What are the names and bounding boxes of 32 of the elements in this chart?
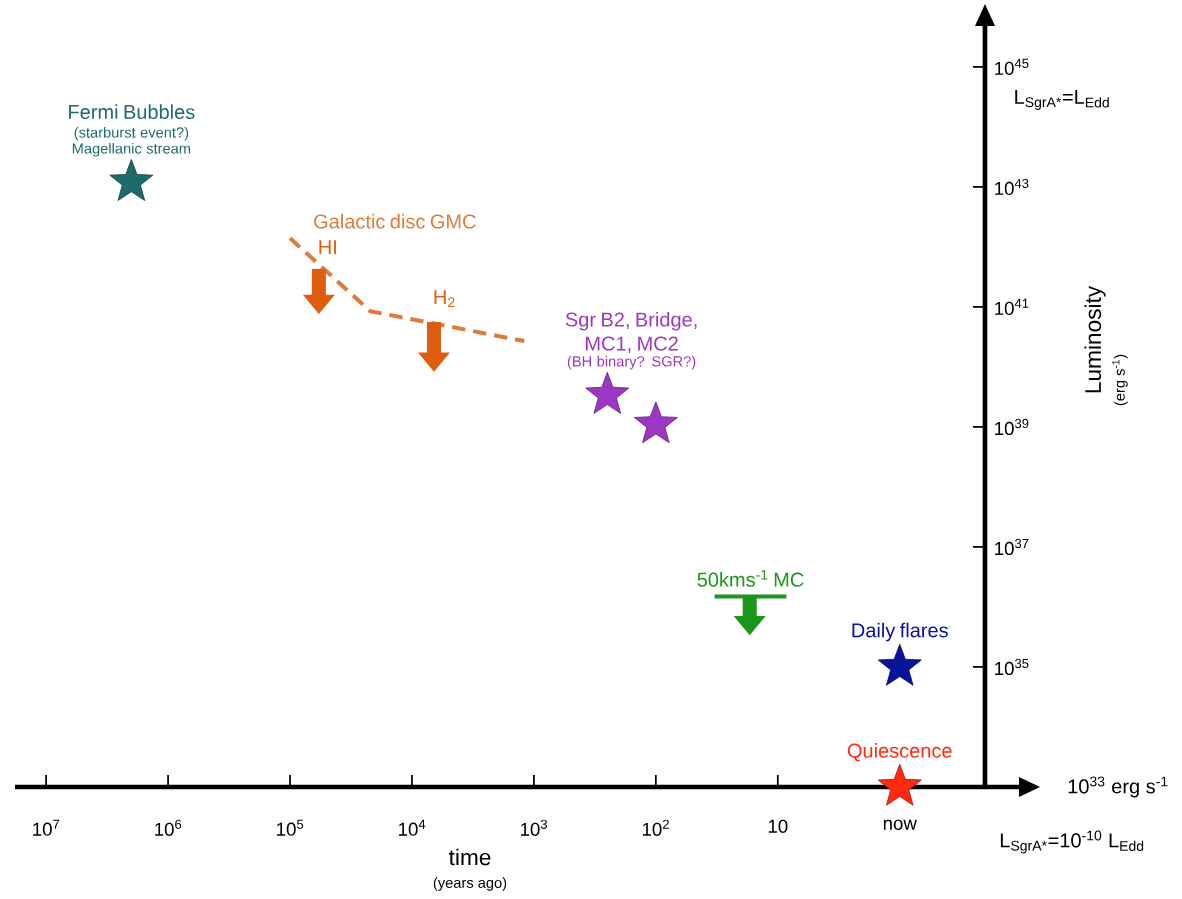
annotation: (BH binary? SGR?) — [567, 355, 696, 370]
text: L$_{SgrA*}$=10$^{-10}$ L$_{Edd}$ — [1000, 830, 1144, 854]
x-tick-label: 10$^{3}$ — [520, 819, 548, 836]
x-tick-label: 10$^{6}$ — [155, 819, 182, 836]
annotation: Magellanic stream — [72, 142, 191, 157]
series-label: Daily flares — [852, 622, 948, 642]
x-tick-label: 10$^{7}$ — [33, 819, 60, 836]
y-tick-label: 10$^{39}$ — [995, 418, 1029, 436]
annotation: HI — [319, 240, 336, 254]
y-tick-label: 10$^{41}$ — [995, 298, 1029, 315]
x-tick-label: 10$^{4}$ — [399, 819, 426, 836]
x-tick-label: 10$^{2}$ — [642, 819, 669, 836]
y-tick-label: 10$^{35}$ — [995, 658, 1029, 676]
series-label: Quiescence — [847, 743, 952, 762]
text: Sgr B2, Bridge, MC1, MC2 — [565, 311, 697, 353]
y-tick-label: 10$^{43}$ — [995, 178, 1029, 196]
text: (years ago) — [433, 877, 507, 891]
x-tick-label: now — [883, 819, 917, 830]
series-label: Galactic disc GMC — [314, 213, 476, 229]
annotation: (starburst event?) — [74, 126, 189, 141]
y-axis-title: Luminosity — [1084, 285, 1106, 393]
series-label: 50kms$^{-1}$ MC — [697, 570, 804, 587]
text: L$_{SgrA*}$=L$_{Edd}$ — [1015, 90, 1109, 110]
x-tick-label: 10 — [768, 819, 788, 833]
x-tick-label: 10$^{5}$ — [277, 819, 304, 836]
text: (erg s$^{-1}$) — [1112, 354, 1128, 406]
annotation: H$_{2}$ — [434, 290, 455, 308]
y-tick-label: 10$^{45}$ — [995, 58, 1029, 75]
text: 10$^{33}$ erg s$^{-1}$ — [1068, 776, 1168, 798]
x-axis-title: time — [448, 848, 491, 866]
y-tick-label: 10$^{37}$ — [995, 538, 1029, 556]
text: Fermi Bubbles — [69, 104, 195, 120]
